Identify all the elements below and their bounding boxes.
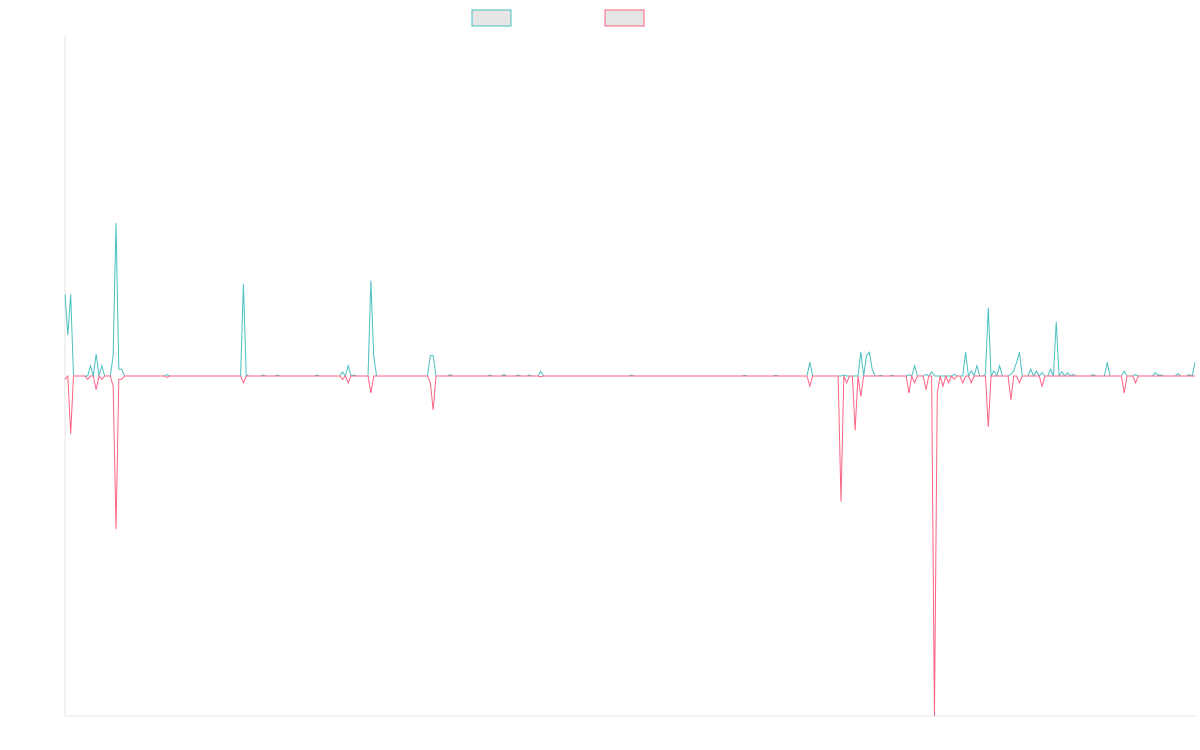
- legend-swatch-2[interactable]: [604, 9, 645, 27]
- legend-swatch-1[interactable]: [471, 9, 512, 27]
- series-layer: [64, 222, 1196, 717]
- series-line-1: [64, 222, 1196, 378]
- legend[interactable]: [471, 9, 645, 27]
- series-line-2: [64, 374, 1195, 717]
